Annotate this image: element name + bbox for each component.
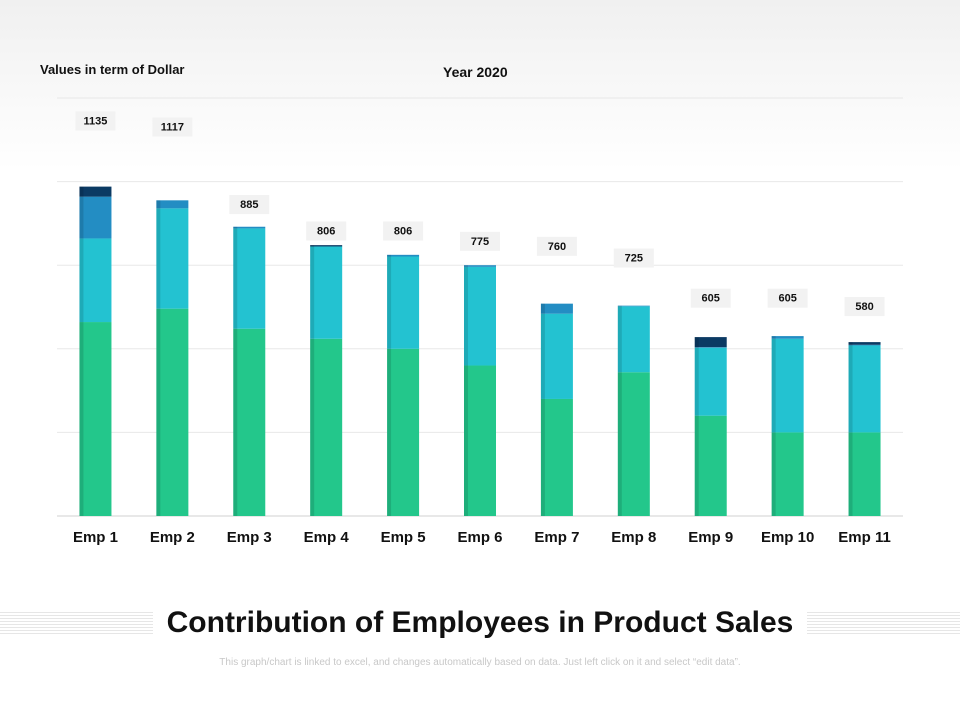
value-label: 760 [548,241,566,253]
bar-segment [617,306,650,373]
chart-title: Contribution of Employees in Product Sal… [0,606,960,640]
x-tick-label: Emp 9 [688,529,733,546]
bar-segment [79,186,112,197]
bar-segment [233,328,266,516]
bar-shade [387,254,392,516]
bar-segment [156,208,189,309]
bar-segment [540,398,573,516]
x-tick-label: Emp 6 [457,529,502,546]
bar-segment [156,308,189,516]
stacked-bar-chart: 1135 Emp 1 1117 Emp 2 885 Emp 3 806 Emp 4 806 Emp… [57,97,903,546]
value-label-box [229,195,270,215]
x-tick-label: Emp 5 [381,529,426,546]
value-label: 605 [702,293,720,305]
bar-segment [387,254,420,257]
bar-segment [771,432,804,516]
bar-segment [540,303,573,314]
bar-segment [617,305,650,307]
bar-segment [617,372,650,516]
bar-segment [771,336,804,339]
bar-segment [848,432,881,516]
value-label-box [767,288,808,308]
bar-segment [310,245,343,247]
bar-segment [848,344,881,346]
value-label: 775 [471,236,489,248]
bar-segment [310,246,343,339]
bar-segment [387,256,420,349]
value-label-box [306,221,347,241]
x-tick-label: Emp 8 [611,529,656,546]
bar-shade [540,303,545,516]
bar-segment [771,338,804,433]
value-label-box [460,231,500,251]
bar-shade [79,186,84,516]
value-label-box [75,111,116,131]
bar-segment [848,345,881,433]
x-tick-label: Emp 10 [761,529,814,546]
value-label-box [152,117,193,137]
bar-shade [771,336,776,516]
bar-shade [233,226,238,516]
bar-shade [156,200,161,516]
value-label: 806 [394,225,412,237]
bar-segment [156,200,189,209]
bar-segment [540,313,573,399]
value-label: 806 [317,225,335,237]
value-label-box [536,236,577,256]
bar-segment [694,337,727,348]
bar-shade [464,265,468,516]
value-label: 725 [625,253,643,265]
bar-segment [79,238,112,323]
x-tick-label: Emp 7 [534,529,579,546]
bar-segment [387,348,420,516]
y-axis-unit-label: Values in term of Dollar [40,62,185,77]
x-tick-label: Emp 2 [150,529,195,546]
bar-segment [233,226,266,229]
bar-segment [464,266,496,366]
footnote-text: This graph/chart is linked to excel, and… [219,657,741,668]
bar-segment [79,196,112,239]
value-label-box [383,221,424,241]
value-label: 1117 [161,121,184,133]
bar-segment [233,228,266,329]
x-tick-label: Emp 3 [227,529,272,546]
bar-shade [617,305,622,516]
bar-shade [848,342,853,516]
bar-shade [694,337,699,516]
value-label: 885 [240,199,258,211]
bar-segment [79,322,112,516]
value-label: 580 [855,301,873,313]
bar-segment [464,265,496,267]
chart-subtitle-year: Year 2020 [443,64,508,80]
x-tick-label: Emp 11 [838,529,891,546]
value-label: 1135 [84,115,108,127]
x-tick-label: Emp 1 [73,529,118,546]
bar-shade [310,245,315,517]
bar-segment [694,347,727,348]
bar-segment [848,342,881,345]
x-tick-label: Emp 4 [304,529,350,546]
value-label-box [844,297,885,317]
bar-segment [310,338,343,516]
bar-segment [694,415,727,516]
value-label: 605 [778,293,796,305]
bar-segment [464,365,496,516]
value-label-box [613,248,654,268]
bar-segment [694,347,727,416]
value-label-box [690,288,731,308]
